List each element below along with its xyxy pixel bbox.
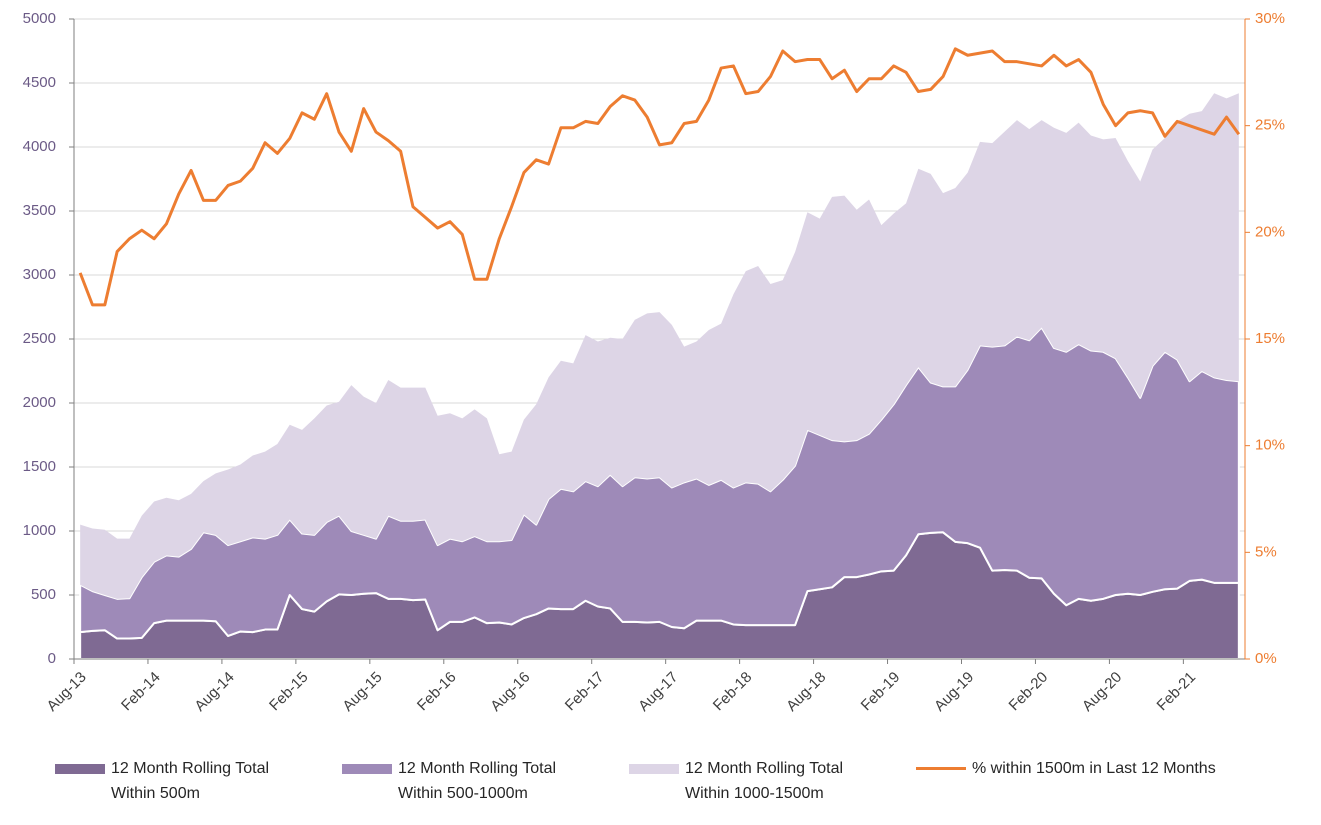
x-tick-label: Aug-19 <box>931 669 977 715</box>
x-tick-label: Feb-16 <box>414 669 460 715</box>
legend-swatch <box>629 764 679 774</box>
y2-tick-label: 15% <box>1255 330 1285 347</box>
y-tick-label: 4500 <box>23 74 56 91</box>
y-tick-label: 2000 <box>23 394 56 411</box>
legend-item: % within 1500m in Last 12 Months <box>916 756 1282 806</box>
x-tick-label: Aug-13 <box>44 669 90 715</box>
legend: 12 Month Rolling Total Within 500m 12 Mon… <box>55 756 1282 806</box>
legend-label: 12 Month Rolling Total Within 500-1000m <box>398 760 557 802</box>
y2-tick-label: 25% <box>1255 117 1285 134</box>
y-tick-label: 3500 <box>23 202 56 219</box>
y-tick-label: 1000 <box>23 522 56 539</box>
area <box>80 93 1239 599</box>
x-tick-label: Feb-20 <box>1006 669 1052 715</box>
x-tick-label: Aug-20 <box>1079 669 1125 715</box>
y2-tick-label: 20% <box>1255 223 1285 240</box>
x-tick-label: Aug-18 <box>783 669 829 715</box>
legend-label: 12 Month Rolling Total Within 500m <box>111 760 270 802</box>
x-tick-label: Feb-15 <box>266 669 312 715</box>
y-tick-label: 4000 <box>23 138 56 155</box>
x-tick-label: Aug-17 <box>635 669 681 715</box>
x-tick-label: Feb-17 <box>562 669 608 715</box>
legend-item: 12 Month Rolling Total Within 500-1000m <box>342 756 629 806</box>
y-tick-label: 500 <box>31 586 56 603</box>
x-tick-label: Feb-19 <box>858 669 904 715</box>
y-tick-label: 2500 <box>23 330 56 347</box>
legend-swatch <box>342 764 392 774</box>
y2-tick-label: 30% <box>1255 10 1285 27</box>
legend-swatch <box>55 764 105 774</box>
y-tick-label: 5000 <box>23 10 56 27</box>
line <box>78 47 1241 307</box>
x-tick-label: Aug-14 <box>191 669 237 715</box>
x-tick-label: Feb-21 <box>1154 669 1200 715</box>
y-tick-label: 3000 <box>23 266 56 283</box>
legend-swatch <box>916 767 966 770</box>
x-tick-label: Feb-14 <box>118 669 164 715</box>
plot: 0 500 1000 1500 2000 2500 3000 3500 4000 4500 5000… <box>23 10 1285 715</box>
x-tick-label: Aug-16 <box>487 669 533 715</box>
legend-item: 12 Month Rolling Total Within 500m <box>55 756 342 806</box>
legend-label: 12 Month Rolling Total Within 1000-1500m <box>685 760 844 802</box>
y2-tick-label: 0% <box>1255 650 1277 667</box>
y2-tick-label: 5% <box>1255 543 1277 560</box>
y-tick-label: 0 <box>48 650 56 667</box>
x-tick-label: Aug-15 <box>339 669 385 715</box>
x-tick-label: Feb-18 <box>710 669 756 715</box>
y2-tick-label: 10% <box>1255 437 1285 454</box>
y-tick-label: 1500 <box>23 458 56 475</box>
legend-label: % within 1500m in Last 12 Months <box>972 760 1216 777</box>
legend-item: 12 Month Rolling Total Within 1000-1500m <box>629 756 916 806</box>
